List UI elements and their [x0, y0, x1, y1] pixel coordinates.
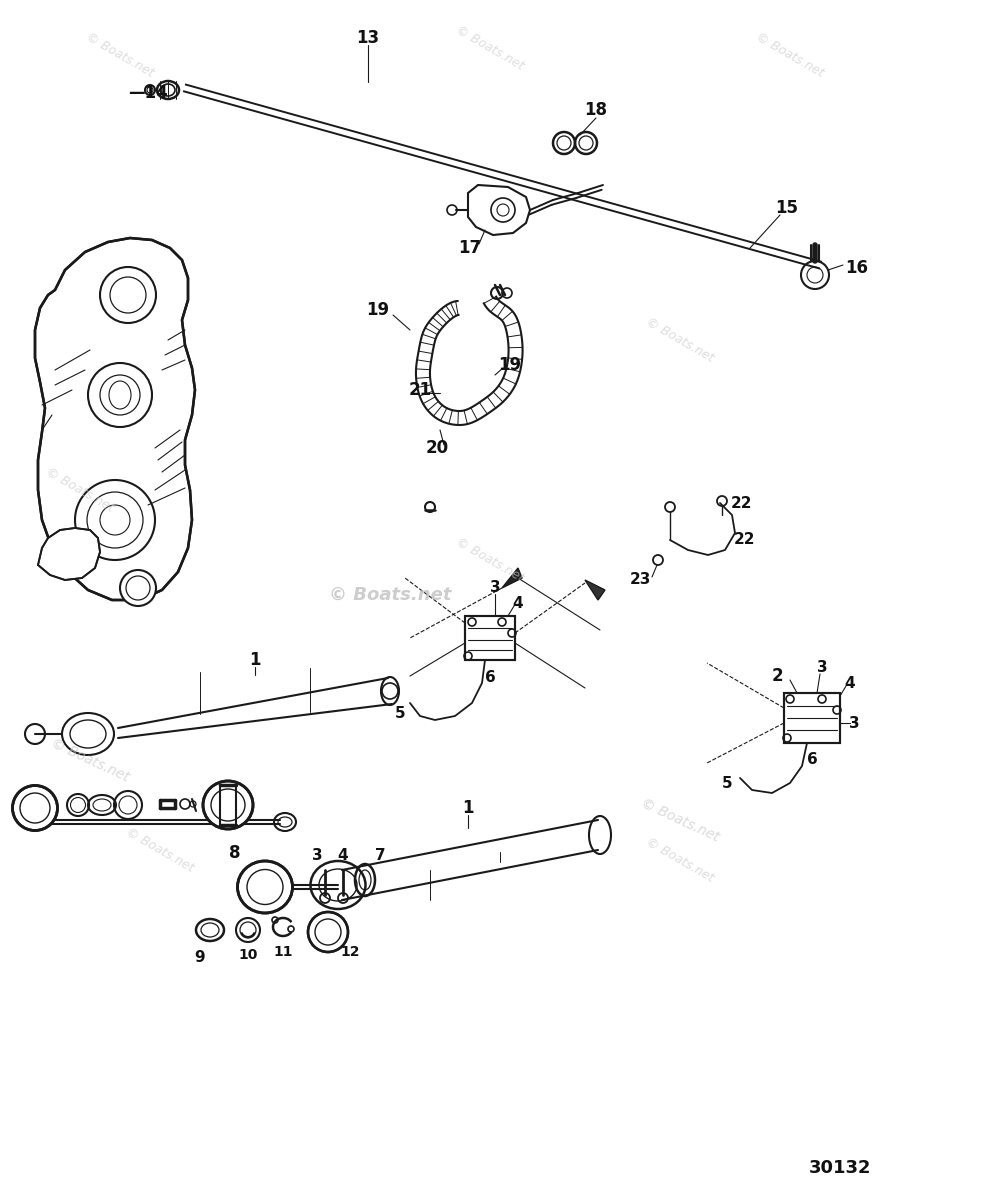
Text: 12: 12	[340, 946, 359, 959]
Text: © Boats.net: © Boats.net	[644, 835, 716, 884]
Circle shape	[308, 912, 348, 952]
Text: 30132: 30132	[809, 1159, 871, 1177]
Ellipse shape	[13, 786, 58, 830]
Ellipse shape	[238, 862, 293, 913]
Text: © Boats.net: © Boats.net	[124, 826, 196, 875]
Text: 15: 15	[775, 199, 798, 217]
Text: 3: 3	[490, 581, 500, 595]
Text: 10: 10	[239, 948, 257, 962]
Text: 19: 19	[499, 356, 521, 374]
Text: 17: 17	[459, 239, 481, 257]
Text: 4: 4	[845, 676, 855, 690]
Text: 3: 3	[817, 660, 827, 676]
Polygon shape	[502, 568, 522, 588]
Text: 5: 5	[722, 775, 733, 791]
Text: 5: 5	[395, 706, 406, 720]
Text: 7: 7	[375, 847, 385, 863]
Text: 22: 22	[735, 533, 756, 547]
Text: 20: 20	[425, 439, 449, 457]
Ellipse shape	[203, 781, 253, 829]
Text: 6: 6	[806, 752, 817, 768]
Text: © Boats.net: © Boats.net	[638, 796, 722, 845]
Polygon shape	[465, 616, 515, 660]
Text: © Boats.net: © Boats.net	[644, 316, 716, 365]
Polygon shape	[784, 692, 840, 743]
Circle shape	[88, 362, 152, 427]
Text: 13: 13	[356, 29, 380, 47]
Circle shape	[100, 266, 156, 323]
Text: 2: 2	[771, 667, 783, 685]
Text: © Boats.net: © Boats.net	[754, 30, 826, 79]
Circle shape	[75, 480, 155, 560]
Text: © Boats.net: © Boats.net	[83, 30, 156, 79]
Text: 22: 22	[732, 496, 753, 510]
Text: 3: 3	[311, 847, 322, 863]
Text: © Boats.net: © Boats.net	[454, 23, 526, 73]
Text: © Boats.net: © Boats.net	[329, 586, 452, 604]
Text: © Boats.net: © Boats.net	[44, 466, 116, 515]
Text: 1: 1	[249, 650, 261, 670]
Text: © Boats.net: © Boats.net	[454, 535, 526, 584]
Text: © Boats.net: © Boats.net	[49, 736, 132, 785]
Text: 9: 9	[194, 950, 205, 966]
Text: 11: 11	[273, 946, 293, 959]
Circle shape	[120, 570, 156, 606]
Text: 21: 21	[409, 382, 431, 398]
Polygon shape	[35, 238, 195, 600]
Text: 3: 3	[848, 715, 859, 731]
Text: 16: 16	[846, 259, 868, 277]
Text: —14: —14	[128, 84, 168, 102]
Polygon shape	[38, 528, 100, 580]
Text: 4: 4	[513, 595, 523, 611]
Text: 23: 23	[629, 572, 651, 588]
Text: 8: 8	[229, 844, 241, 862]
Text: 1: 1	[463, 799, 473, 817]
Text: 4: 4	[338, 847, 349, 863]
Polygon shape	[585, 580, 605, 600]
Text: 19: 19	[366, 301, 390, 319]
Text: 6: 6	[485, 671, 495, 685]
Text: 18: 18	[584, 101, 608, 119]
